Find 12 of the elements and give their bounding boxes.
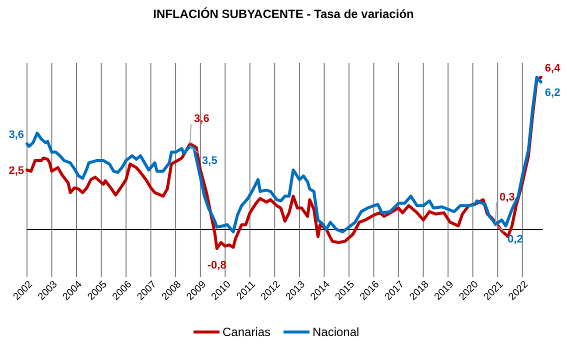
data-label: 6,4 — [544, 62, 562, 74]
data-label: 0,3 — [500, 191, 515, 204]
data-label: -0,8 — [207, 259, 226, 272]
chart-title: INFLACIÓN SUBYACENTE - Tasa de variación — [153, 7, 414, 21]
data-label: 3,6 — [194, 112, 210, 125]
data-label: 0,2 — [508, 234, 523, 246]
data-label: 6,2 — [544, 87, 560, 100]
data-label: 3,5 — [202, 155, 218, 168]
legend-label: Nacional — [312, 325, 360, 339]
data-label: 2,5 — [8, 165, 24, 177]
legend-label: Canarias — [222, 325, 271, 339]
data-label: 3,6 — [8, 128, 24, 141]
